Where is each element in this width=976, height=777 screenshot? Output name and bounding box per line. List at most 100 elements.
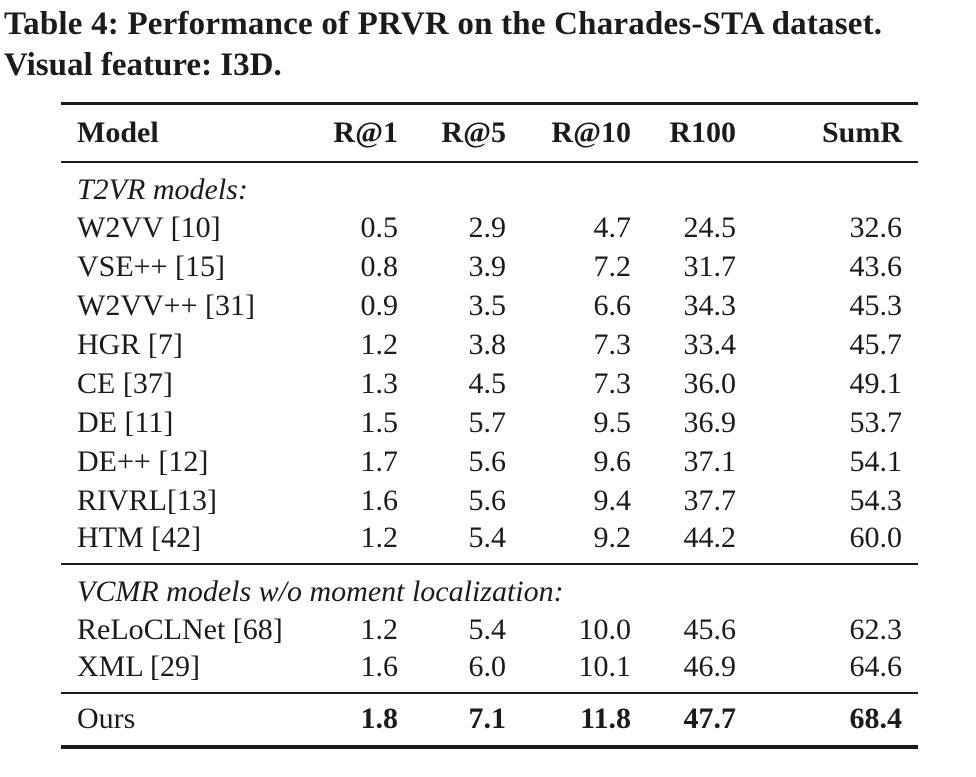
r5-cell: 5.4 [468, 520, 507, 554]
sumr-cell: 49.1 [849, 367, 903, 400]
r5-cell: 3.9 [468, 250, 507, 283]
model-name-cell: XML [29] [77, 649, 201, 683]
sumr-cell: 60.0 [849, 520, 903, 554]
r10-cell: 9.2 [593, 520, 632, 554]
r1-cell: 1.2 [360, 613, 399, 646]
r5-cell: 7.1 [468, 702, 507, 735]
sumr-cell: 64.6 [849, 649, 903, 683]
model-name-cell: VSE++ [15] [77, 250, 225, 283]
r5-cell: 5.7 [468, 406, 507, 439]
sumr-cell: 53.7 [849, 406, 903, 439]
model-name-cell: HGR [7] [77, 328, 183, 361]
ours-row: Ours 1.8 7.1 11.8 47.7 68.4 [61, 693, 918, 747]
r100-cell: 33.4 [683, 328, 737, 361]
model-name-cell: DE [11] [77, 406, 174, 439]
r5-cell: 3.8 [468, 328, 507, 361]
section-header-row: T2VR models: [61, 162, 918, 209]
section-vcmr-models: VCMR models w/o moment localization: ReL… [61, 564, 918, 693]
r1-cell: 1.5 [360, 406, 399, 439]
model-name-cell: W2VV++ [31] [77, 289, 255, 322]
table-caption: Table 4: Performance of PRVR on the Char… [4, 4, 972, 86]
section-ours: Ours 1.8 7.1 11.8 47.7 68.4 [61, 693, 918, 747]
sumr-cell: 54.3 [849, 484, 903, 517]
sumr-cell: 68.4 [849, 702, 903, 735]
r10-cell: 9.4 [593, 484, 632, 517]
model-name-cell: W2VV [10] [77, 211, 221, 244]
table-caption-line-1: Table 4: Performance of PRVR on the Char… [4, 4, 972, 45]
r10-cell: 10.0 [578, 613, 632, 646]
model-name-cell: RIVRL[13] [77, 484, 217, 517]
r5-cell: 3.5 [468, 289, 507, 322]
table-caption-line-2: Visual feature: I3D. [4, 45, 972, 86]
r1-cell: 1.7 [360, 445, 399, 478]
column-header-r10: R@10 [551, 115, 631, 149]
r10-cell: 4.7 [593, 211, 632, 244]
sumr-cell: 43.6 [849, 250, 903, 283]
table-row: DE++ [12] 1.7 5.6 9.6 37.1 54.1 [61, 443, 918, 482]
r10-cell: 9.6 [593, 445, 632, 478]
r100-cell: 31.7 [683, 250, 737, 283]
table-row: W2VV [10] 0.5 2.9 4.7 24.5 32.6 [61, 209, 918, 248]
r5-cell: 5.6 [468, 445, 507, 478]
table-row: DE [11] 1.5 5.7 9.5 36.9 53.7 [61, 404, 918, 443]
table-row: W2VV++ [31] 0.9 3.5 6.6 34.3 45.3 [61, 287, 918, 326]
model-name-cell: CE [37] [77, 367, 173, 400]
table-row: HTM [42] 1.2 5.4 9.2 44.2 60.0 [61, 521, 918, 564]
section-t2vr-models: T2VR models: W2VV [10] 0.5 2.9 4.7 24.5 … [61, 162, 918, 564]
model-name-cell: ReLoCLNet [68] [77, 613, 283, 646]
r5-cell: 5.6 [468, 484, 507, 517]
r10-cell: 7.3 [593, 367, 632, 400]
r10-cell: 6.6 [593, 289, 632, 322]
r1-cell: 0.9 [360, 289, 399, 322]
sumr-cell: 45.3 [849, 289, 903, 322]
r5-cell: 4.5 [468, 367, 507, 400]
r100-cell: 47.7 [683, 702, 737, 735]
sumr-cell: 45.7 [849, 328, 903, 361]
r100-cell: 45.6 [683, 613, 737, 646]
r100-cell: 44.2 [683, 520, 737, 554]
table-row: RIVRL[13] 1.6 5.6 9.4 37.7 54.3 [61, 482, 918, 521]
table-row: XML [29] 1.6 6.0 10.1 46.9 64.6 [61, 650, 918, 693]
r10-cell: 7.3 [593, 328, 632, 361]
r1-cell: 1.8 [360, 702, 399, 735]
r1-cell: 0.5 [360, 211, 399, 244]
sumr-cell: 62.3 [849, 613, 903, 646]
r10-cell: 7.2 [593, 250, 632, 283]
column-header-model: Model [77, 115, 159, 149]
model-name-cell: HTM [42] [77, 520, 202, 554]
r1-cell: 1.6 [360, 649, 399, 683]
r5-cell: 2.9 [468, 211, 507, 244]
r100-cell: 24.5 [683, 211, 737, 244]
r100-cell: 37.1 [683, 445, 737, 478]
r1-cell: 0.8 [360, 250, 399, 283]
r10-cell: 10.1 [578, 649, 632, 683]
section-header-label: T2VR models: [77, 172, 248, 206]
table-caption-text-1: Table 4: Performance of PRVR on the Char… [4, 6, 883, 42]
r100-cell: 34.3 [683, 289, 737, 322]
model-name-cell: DE++ [12] [77, 445, 209, 478]
r100-cell: 46.9 [683, 649, 737, 683]
table-caption-text-2: Visual feature: I3D. [4, 47, 282, 83]
table-row: VSE++ [15] 0.8 3.9 7.2 31.7 43.6 [61, 248, 918, 287]
section-header-label: VCMR models w/o moment localization: [77, 574, 564, 608]
table-row: CE [37] 1.3 4.5 7.3 36.0 49.1 [61, 365, 918, 404]
column-header-sumr: SumR [821, 115, 902, 149]
table-header: Model R@1 R@5 R@10 R100 SumR [61, 103, 918, 162]
table-row: ReLoCLNet [68] 1.2 5.4 10.0 45.6 62.3 [61, 611, 918, 650]
r5-cell: 5.4 [468, 613, 507, 646]
r100-cell: 36.0 [683, 367, 737, 400]
sumr-cell: 54.1 [849, 445, 903, 478]
r1-cell: 1.2 [360, 328, 399, 361]
r1-cell: 1.6 [360, 484, 399, 517]
model-name-cell: Ours [77, 702, 136, 735]
results-table: Model R@1 R@5 R@10 R100 SumR T2VR models… [61, 102, 918, 749]
column-header-r5: R@5 [441, 115, 506, 149]
r10-cell: 9.5 [593, 406, 632, 439]
column-header-r100: R100 [669, 115, 736, 149]
sumr-cell: 32.6 [849, 211, 903, 244]
r1-cell: 1.2 [360, 520, 399, 554]
r1-cell: 1.3 [360, 367, 399, 400]
r100-cell: 37.7 [683, 484, 737, 517]
table-row: HGR [7] 1.2 3.8 7.3 33.4 45.7 [61, 326, 918, 365]
